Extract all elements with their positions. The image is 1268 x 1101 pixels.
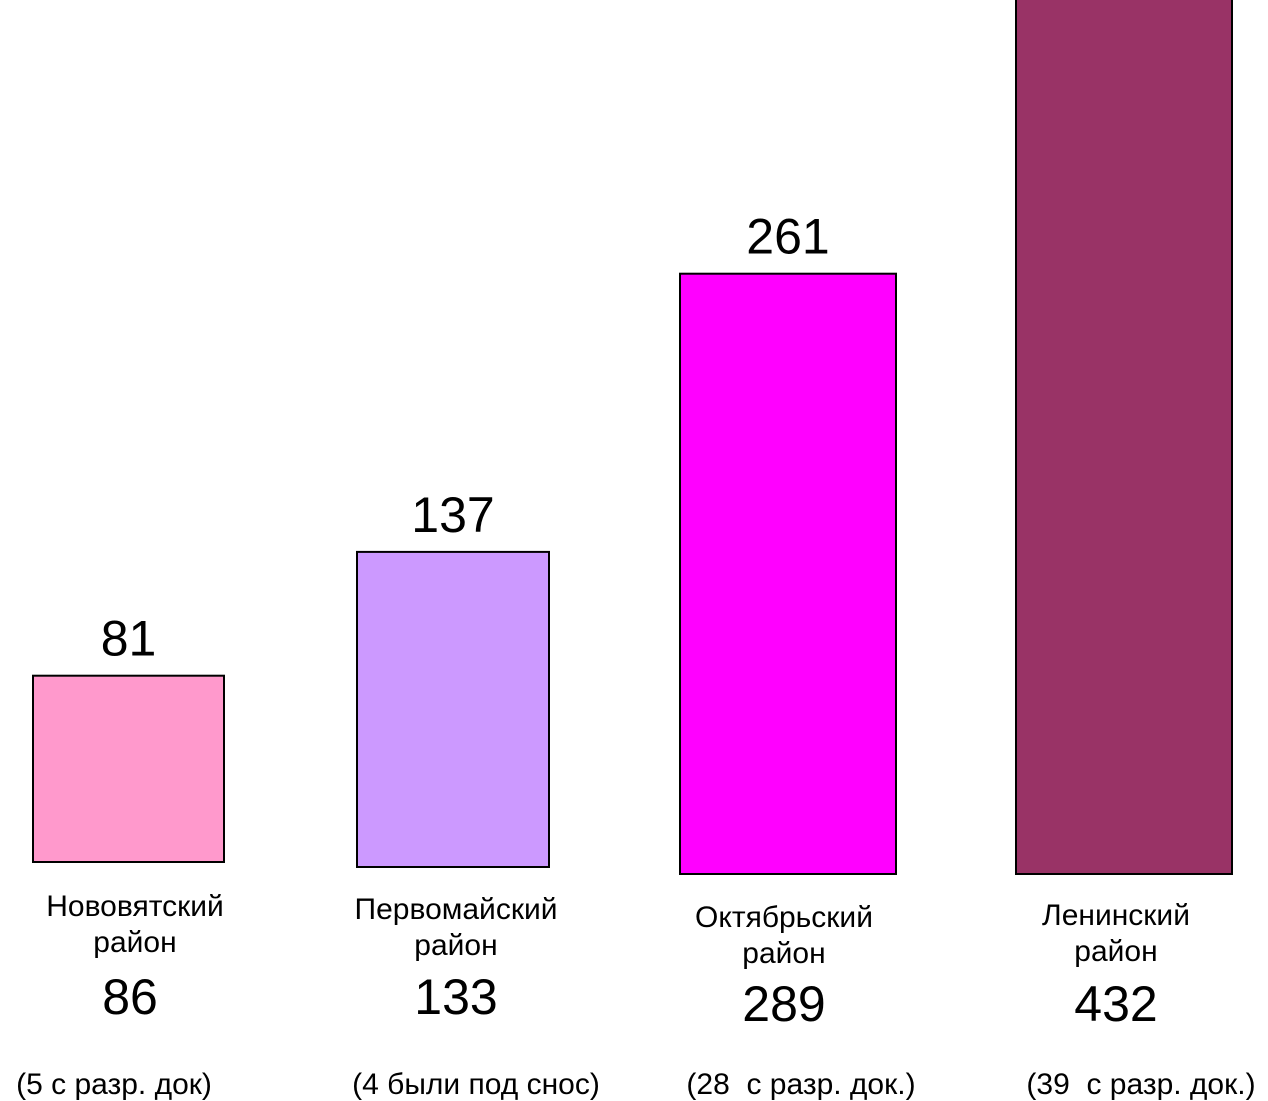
bar-2 [356, 550, 550, 869]
secondary-value-1: 86 [102, 969, 158, 1025]
value-label-2: 137 [411, 487, 494, 543]
secondary-values-layer: 86 133 289 432 [102, 969, 1158, 1032]
value-label-1: 81 [101, 611, 157, 667]
note-label-3: (28 с разр. док.) [686, 1068, 915, 1101]
secondary-value-2: 133 [414, 969, 497, 1025]
category-label-4-line-2: район [1074, 935, 1157, 968]
category-label-3-line-1: Октябрьский [695, 901, 873, 934]
secondary-value-4: 432 [1074, 976, 1157, 1032]
note-label-4: (39 с разр. док.) [1026, 1068, 1255, 1101]
category-label-1-line-1: Нововятский [46, 890, 224, 923]
bar-1 [32, 674, 225, 864]
category-label-4-line-1: Ленинский [1042, 899, 1190, 932]
value-labels-layer: 81137261392 [101, 209, 830, 667]
secondary-value-3: 289 [742, 976, 825, 1032]
bar-3 [679, 272, 897, 875]
notes-layer: (5 с разр. док) (4 были под снос) (28 с ра… [16, 1068, 1255, 1101]
value-label-3: 261 [746, 209, 829, 265]
category-label-2-line-2: район [414, 929, 497, 962]
note-label-2: (4 были под снос) [352, 1068, 600, 1101]
category-label-1-line-2: район [93, 926, 176, 959]
bars-layer [32, 0, 1233, 875]
category-labels-layer: НововятскийрайонПервомайскийрайонОктябрь… [46, 890, 1190, 970]
bar-4 [1015, 0, 1233, 875]
category-label-3-line-2: район [742, 937, 825, 970]
category-label-2-line-1: Первомайский [355, 893, 558, 926]
note-label-1: (5 с разр. док) [16, 1068, 212, 1101]
